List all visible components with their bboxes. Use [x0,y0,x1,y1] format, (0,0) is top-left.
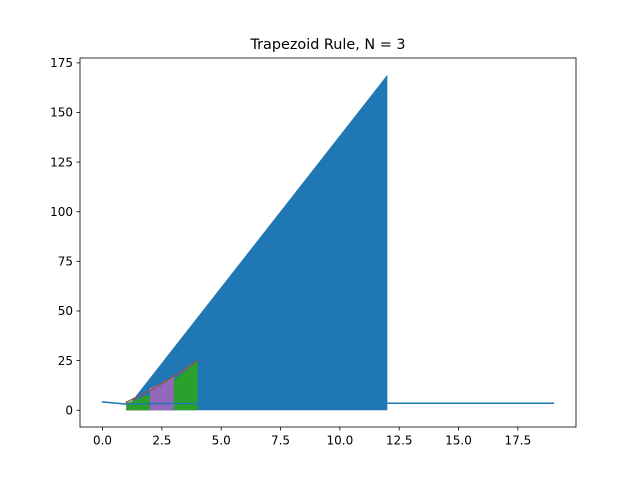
y-tick-label-2: 50 [58,304,73,318]
y-tick-label-1: 25 [58,354,73,368]
series-line-0 [101,401,555,405]
x-tick-label-4: 10.0 [327,434,354,448]
x-tick-label-1: 2.5 [152,434,171,448]
trapezoid-1 [126,74,388,411]
axis-layer: 0.0 2.5 5.0 7.5 10.0 12.5 15.0 17.5 0 25 50 75 100 12… [50,56,577,448]
axes-frame [79,57,577,428]
plot-layer [80,58,576,427]
chart-title: Trapezoid Rule, N = 3 [249,37,405,53]
x-tick-label-2: 5.0 [212,434,231,448]
series-line-6 [125,359,199,404]
y-tick-label-3: 75 [58,255,73,269]
y-tick-label-0: 0 [65,403,73,417]
x-tick-label-7: 17.5 [504,434,531,448]
x-tick-label-6: 15.0 [445,434,472,448]
trapezoid-7 [161,381,168,411]
x-tick-label-0: 0.0 [93,434,112,448]
trapezoid-6 [155,384,162,411]
x-tick-label-5: 12.5 [386,434,413,448]
y-tick-label-4: 100 [50,205,73,219]
y-tick-label-5: 125 [50,155,73,169]
trapezoid-8 [167,378,174,411]
trapezoid-5 [150,387,156,411]
y-tick-label-6: 150 [50,106,73,120]
y-tick-label-7: 175 [50,56,73,70]
x-tick-label-3: 7.5 [271,434,290,448]
